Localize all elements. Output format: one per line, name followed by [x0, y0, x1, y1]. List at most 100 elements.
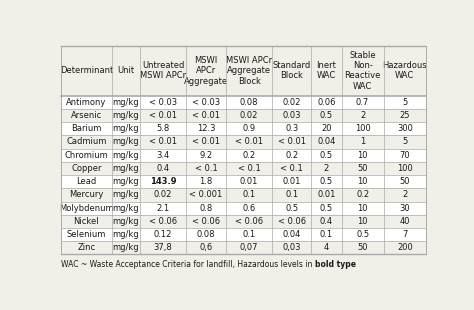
Text: 100: 100	[355, 124, 371, 133]
Bar	[61, 122, 426, 135]
Text: 5: 5	[402, 137, 408, 147]
Text: Barium: Barium	[71, 124, 101, 133]
Text: 40: 40	[400, 217, 410, 226]
Text: 0.12: 0.12	[154, 230, 173, 239]
Text: < 0.01: < 0.01	[192, 137, 220, 147]
Text: < 0.01: < 0.01	[192, 111, 220, 120]
Text: 2.1: 2.1	[156, 204, 170, 213]
Text: 143.9: 143.9	[150, 177, 176, 186]
Text: < 0.1: < 0.1	[238, 164, 261, 173]
Text: Mercury: Mercury	[69, 190, 104, 199]
Text: < 0.1: < 0.1	[281, 164, 303, 173]
Text: mg/kg: mg/kg	[113, 177, 139, 186]
Text: 2: 2	[402, 190, 408, 199]
Text: < 0.06: < 0.06	[149, 217, 177, 226]
Text: 0.8: 0.8	[200, 204, 212, 213]
Bar	[61, 228, 426, 241]
Text: 5.8: 5.8	[156, 124, 170, 133]
Text: Arsenic: Arsenic	[71, 111, 102, 120]
Text: 12.3: 12.3	[197, 124, 215, 133]
Text: 0.01: 0.01	[240, 177, 258, 186]
Text: 0.02: 0.02	[154, 190, 173, 199]
Text: MSWI APCr
Aggregate
Block: MSWI APCr Aggregate Block	[226, 56, 272, 86]
Text: Selenium: Selenium	[67, 230, 106, 239]
Text: 0,03: 0,03	[283, 243, 301, 252]
Text: mg/kg: mg/kg	[113, 204, 139, 213]
Text: 0.5: 0.5	[320, 177, 333, 186]
Text: mg/kg: mg/kg	[113, 243, 139, 252]
Text: 50: 50	[400, 177, 410, 186]
Text: 20: 20	[321, 124, 332, 133]
Bar	[61, 215, 426, 228]
Text: 0.02: 0.02	[240, 111, 258, 120]
Text: 0.2: 0.2	[285, 151, 298, 160]
Text: 0.1: 0.1	[243, 230, 256, 239]
Text: mg/kg: mg/kg	[113, 151, 139, 160]
Text: Nickel: Nickel	[73, 217, 99, 226]
Text: WAC ~ Waste Acceptance Criteria for landfill, Hazardous levels in: WAC ~ Waste Acceptance Criteria for land…	[61, 260, 315, 269]
Text: 50: 50	[357, 243, 368, 252]
Text: Molybdenum: Molybdenum	[59, 204, 114, 213]
Bar	[61, 175, 426, 188]
Text: 50: 50	[357, 164, 368, 173]
Text: 0.04: 0.04	[283, 230, 301, 239]
Text: 0.3: 0.3	[285, 124, 299, 133]
Text: Hazardous
WAC: Hazardous WAC	[383, 61, 427, 80]
Text: < 0.01: < 0.01	[149, 111, 177, 120]
Text: < 0.03: < 0.03	[149, 98, 177, 107]
Text: 0.4: 0.4	[320, 217, 333, 226]
Text: 0.02: 0.02	[283, 98, 301, 107]
Text: 3.4: 3.4	[156, 151, 170, 160]
Text: mg/kg: mg/kg	[113, 190, 139, 199]
Text: 0.5: 0.5	[320, 111, 333, 120]
Text: 4: 4	[324, 243, 329, 252]
Text: 0,6: 0,6	[200, 243, 212, 252]
Text: 10: 10	[357, 177, 368, 186]
Text: 0.08: 0.08	[240, 98, 258, 107]
Text: < 0.1: < 0.1	[194, 164, 217, 173]
Text: 0.03: 0.03	[283, 111, 301, 120]
Text: 25: 25	[400, 111, 410, 120]
Text: 0.04: 0.04	[317, 137, 336, 147]
Text: 300: 300	[397, 124, 413, 133]
Text: mg/kg: mg/kg	[113, 111, 139, 120]
Text: 200: 200	[397, 243, 413, 252]
Text: 100: 100	[397, 164, 413, 173]
Text: 1.8: 1.8	[200, 177, 212, 186]
Text: < 0.01: < 0.01	[278, 137, 306, 147]
Text: 0.7: 0.7	[356, 98, 369, 107]
Text: 0.06: 0.06	[317, 98, 336, 107]
Text: 9.2: 9.2	[200, 151, 212, 160]
Bar	[61, 188, 426, 202]
Text: Stable
Non-
Reactive
WAC: Stable Non- Reactive WAC	[345, 51, 381, 91]
Text: < 0.06: < 0.06	[235, 217, 263, 226]
Text: 10: 10	[357, 217, 368, 226]
Bar	[61, 109, 426, 122]
Bar	[61, 148, 426, 162]
Text: 0.5: 0.5	[285, 204, 298, 213]
Text: < 0.06: < 0.06	[192, 217, 220, 226]
Text: Inert
WAC: Inert WAC	[317, 61, 336, 80]
Text: < 0.01: < 0.01	[149, 137, 177, 147]
Text: < 0.03: < 0.03	[192, 98, 220, 107]
Text: 1: 1	[360, 137, 365, 147]
Text: < 0.001: < 0.001	[189, 190, 223, 199]
Text: 0.2: 0.2	[243, 151, 256, 160]
Text: 0.9: 0.9	[243, 124, 256, 133]
Text: Untreated
MSWI APCr: Untreated MSWI APCr	[140, 61, 186, 80]
Text: Determinant: Determinant	[60, 66, 113, 75]
Text: mg/kg: mg/kg	[113, 164, 139, 173]
Text: 0.1: 0.1	[285, 190, 298, 199]
Text: mg/kg: mg/kg	[113, 124, 139, 133]
Text: 30: 30	[400, 204, 410, 213]
Text: mg/kg: mg/kg	[113, 230, 139, 239]
Text: Unit: Unit	[118, 66, 135, 75]
Text: 0.6: 0.6	[243, 204, 256, 213]
Text: bold type: bold type	[315, 260, 356, 269]
Text: 37,8: 37,8	[154, 243, 173, 252]
Text: 2: 2	[360, 111, 365, 120]
Text: 0,07: 0,07	[240, 243, 258, 252]
Text: 0.08: 0.08	[197, 230, 215, 239]
Text: mg/kg: mg/kg	[113, 98, 139, 107]
Bar	[61, 202, 426, 215]
